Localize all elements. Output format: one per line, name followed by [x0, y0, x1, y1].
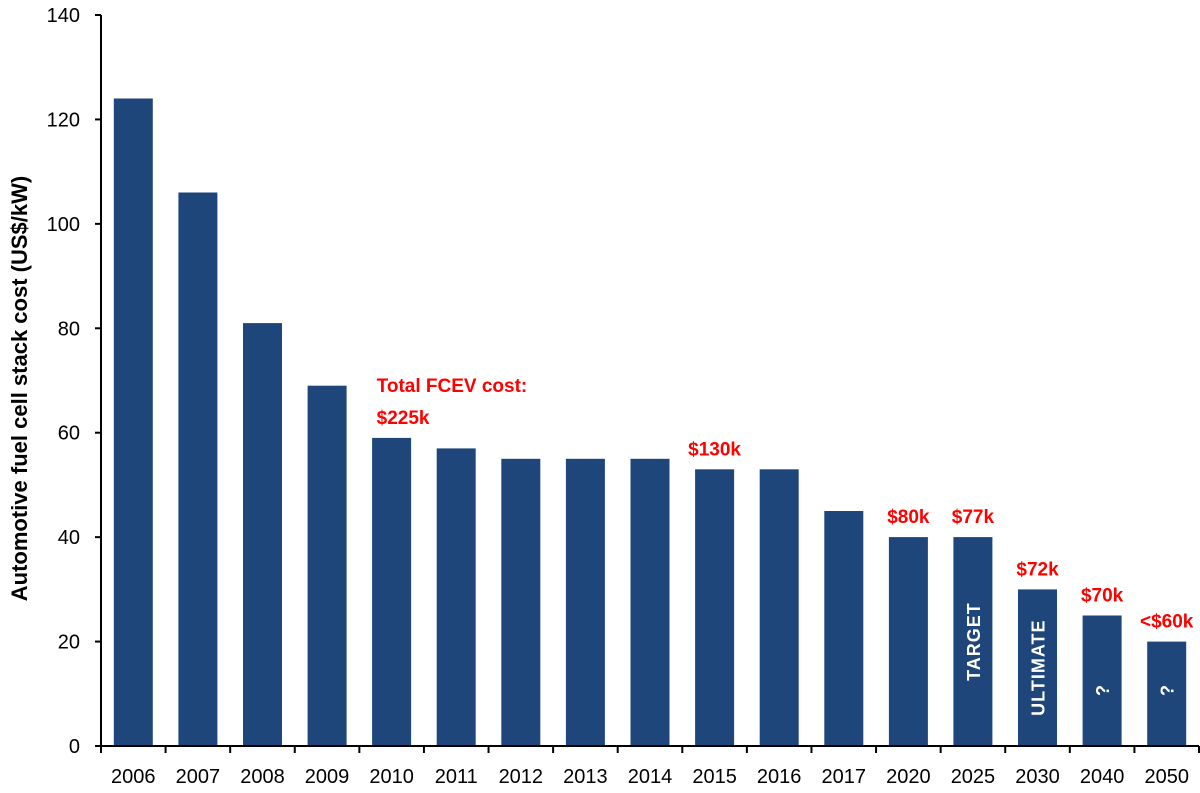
x-tick-label: 2015 — [692, 766, 737, 788]
x-tick-label: 2013 — [563, 766, 608, 788]
bar-2007 — [178, 192, 218, 746]
y-tick-label: 100 — [47, 214, 80, 236]
annotation-label: $80k — [887, 507, 930, 528]
x-tick-label: 2017 — [822, 766, 867, 788]
annotation-layer: Total FCEV cost: $225k $130k $80k $77k $72k $7… — [377, 376, 1194, 633]
bar-inner-label: TARGET — [964, 602, 984, 681]
x-tick-label: 2020 — [886, 766, 931, 788]
x-tick-label: 2050 — [1144, 766, 1189, 788]
x-tick-label: 2010 — [369, 766, 414, 788]
x-tick-label: 2009 — [305, 766, 350, 788]
y-tick-label: 20 — [58, 632, 80, 654]
bar-2020 — [888, 537, 928, 746]
y-tick-label: 0 — [69, 736, 80, 758]
bar-2025 — [953, 537, 993, 746]
annotation-label: $225k — [377, 408, 430, 429]
x-tick-label: 2040 — [1080, 766, 1125, 788]
x-tick-label: 2011 — [435, 766, 478, 788]
y-tick-labels: 0 20 40 60 80 100 120 140 — [47, 5, 80, 758]
y-tick-label: 40 — [58, 527, 80, 549]
annotation-label: Total FCEV cost: — [377, 376, 528, 397]
bar-inner-label: ULTIMATE — [1029, 620, 1049, 716]
bar-2050 — [1147, 641, 1187, 746]
x-tick-label: 2014 — [628, 766, 673, 788]
bar-2030 — [1018, 589, 1057, 746]
x-tick-label: 2006 — [111, 766, 156, 788]
bars-layer — [113, 98, 1187, 746]
x-tick-label: 2007 — [176, 766, 221, 788]
annotation-label: $77k — [952, 507, 995, 528]
x-tick-label: 2008 — [240, 766, 285, 788]
bar-2006 — [113, 98, 153, 746]
x-tick-labels: 2006 2007 2008 2009 2010 2011 2012 2013 2014 2015… — [111, 766, 1189, 788]
x-tick-label: 2030 — [1015, 766, 1060, 788]
axes-layer — [95, 14, 1200, 753]
bar-2016 — [759, 469, 799, 746]
bar-inner-label: ? — [1158, 684, 1178, 696]
bar-2040 — [1082, 615, 1122, 746]
bar-text-layer: TARGET ULTIMATE?? — [964, 602, 1178, 716]
bar-2008 — [243, 323, 282, 746]
x-tick-label: 2025 — [951, 766, 996, 788]
x-tick-label: 2016 — [757, 766, 802, 788]
annotation-label: <$60k — [1140, 612, 1194, 633]
bar-2011 — [436, 448, 476, 746]
x-tick-label: 2012 — [499, 766, 544, 788]
bar-2012 — [501, 458, 541, 746]
bar-2009 — [307, 385, 347, 746]
annotation-label: $72k — [1016, 559, 1059, 580]
bar-inner-label: ? — [1093, 684, 1113, 696]
bar-2014 — [630, 458, 670, 746]
annotation-label: $70k — [1081, 585, 1124, 606]
bar-2013 — [565, 458, 605, 746]
y-axis-label: Automotive fuel cell stack cost (US$/kW) — [7, 176, 32, 601]
y-tick-label: 80 — [58, 318, 80, 340]
annotation-label: $130k — [688, 439, 741, 460]
bar-2015 — [695, 469, 735, 746]
bar-2017 — [824, 511, 864, 746]
y-tick-label: 60 — [58, 423, 80, 445]
y-tick-label: 120 — [47, 109, 80, 131]
bar-2010 — [372, 437, 412, 746]
y-tick-label: 140 — [47, 5, 80, 27]
